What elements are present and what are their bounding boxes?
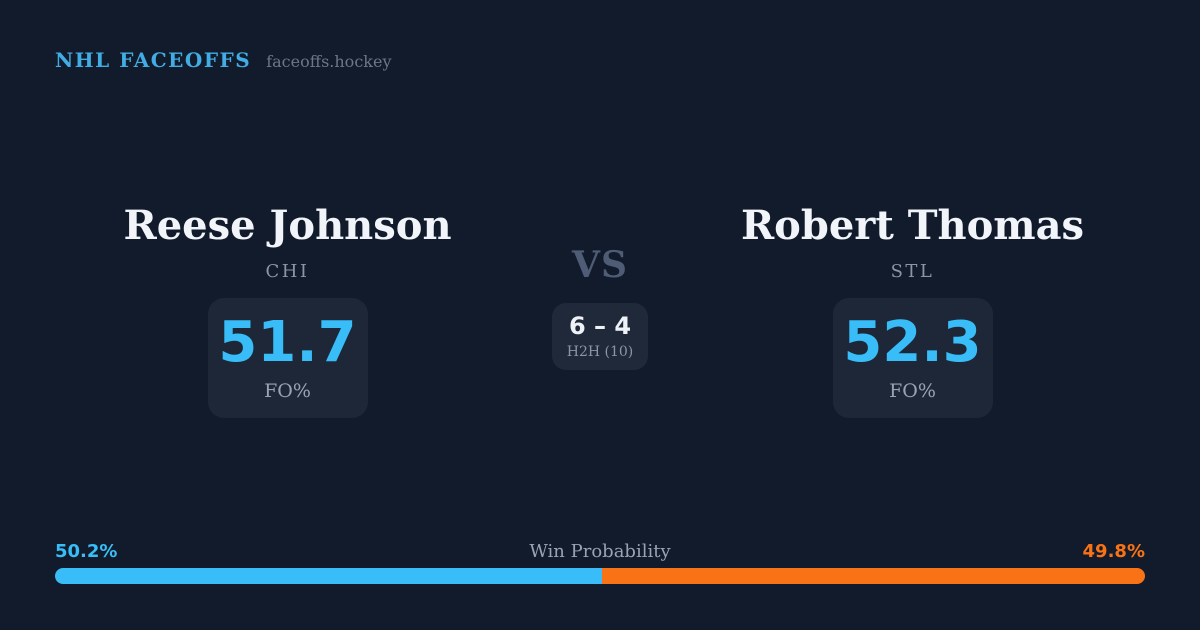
win-prob-bar (55, 568, 1145, 584)
player-name-left: Reese Johnson (123, 202, 452, 249)
h2h-score: 6 – 4 (568, 311, 632, 340)
header: NHL FACEOFFS faceoffs.hockey (55, 48, 391, 72)
vs-label: VS (572, 244, 628, 286)
site-url: faceoffs.hockey (266, 52, 392, 71)
stat-card-left: 51.7 FO% (207, 298, 368, 418)
stat-value-right: 52.3 (843, 309, 982, 375)
win-prob-left-pct: 50.2% (55, 541, 118, 562)
stat-label-right: FO% (889, 379, 936, 402)
h2h-label: H2H (10) (566, 343, 634, 360)
player-team-right: STL (890, 261, 935, 282)
versus-column: VS 6 – 4 H2H (10) (520, 203, 680, 370)
win-prob-labels: 50.2% Win Probability 49.8% (55, 541, 1145, 562)
win-prob-segment-left (55, 568, 603, 584)
stat-label-left: FO% (264, 379, 311, 402)
h2h-box: 6 – 4 H2H (10) (552, 303, 648, 370)
player-team-left: CHI (265, 261, 310, 282)
win-prob-segment-right (602, 568, 1145, 584)
stat-value-left: 51.7 (218, 309, 357, 375)
player-column-right: Robert Thomas STL 52.3 FO% (680, 203, 1145, 418)
player-column-left: Reese Johnson CHI 51.7 FO% (55, 203, 520, 418)
brand-title: NHL FACEOFFS (55, 48, 252, 72)
win-prob-right-pct: 49.8% (1082, 541, 1145, 562)
stat-card-right: 52.3 FO% (832, 298, 993, 418)
win-prob-title: Win Probability (529, 541, 671, 562)
player-name-right: Robert Thomas (740, 202, 1085, 249)
